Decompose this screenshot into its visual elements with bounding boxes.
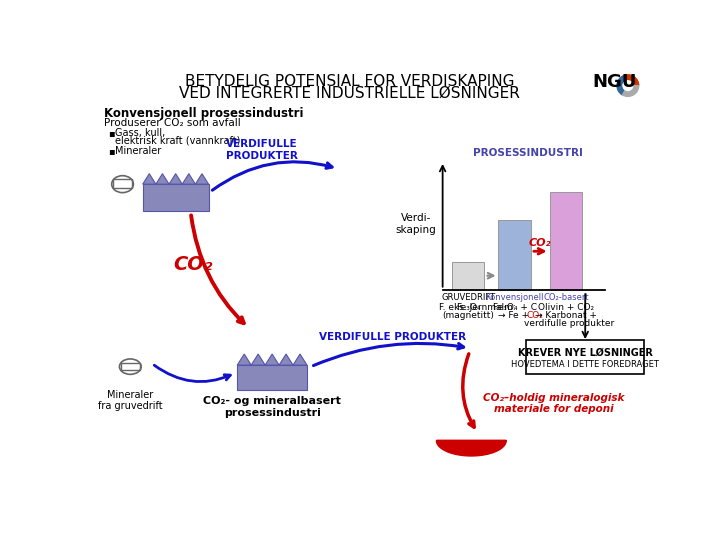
Polygon shape xyxy=(436,441,506,456)
Text: PROSESSINDUSTRI: PROSESSINDUSTRI xyxy=(473,148,582,158)
Text: Mineraler
fra gruvedrift: Mineraler fra gruvedrift xyxy=(98,390,163,411)
Text: CO₂-basert: CO₂-basert xyxy=(543,293,589,302)
Text: CO₂: CO₂ xyxy=(529,238,552,248)
Text: VERDIFULLE
PRODUKTER: VERDIFULLE PRODUKTER xyxy=(226,139,298,161)
Polygon shape xyxy=(182,174,195,184)
Text: CO₂: CO₂ xyxy=(526,311,543,320)
Bar xyxy=(143,184,209,211)
Text: Fe₃O₄: Fe₃O₄ xyxy=(456,303,480,313)
Text: (magnetitt): (magnetitt) xyxy=(442,311,494,320)
Text: VED INTEGRERTE INDUSTRIELLE LØSNINGER: VED INTEGRERTE INDUSTRIELLE LØSNINGER xyxy=(179,86,520,101)
Text: NGU: NGU xyxy=(593,73,636,91)
Text: HOVEDTEMA I DETTE FOREDRAGET: HOVEDTEMA I DETTE FOREDRAGET xyxy=(511,360,660,369)
Text: CO₂- og mineralbasert
prosessindustri: CO₂- og mineralbasert prosessindustri xyxy=(203,396,341,417)
Wedge shape xyxy=(617,76,628,95)
Polygon shape xyxy=(143,174,156,184)
Text: Konvensjonell: Konvensjonell xyxy=(485,293,544,302)
Wedge shape xyxy=(622,85,639,96)
Polygon shape xyxy=(156,174,169,184)
Text: CO₂–holdig mineralogisk
materiale for deponi: CO₂–holdig mineralogisk materiale for de… xyxy=(483,393,624,414)
Bar xyxy=(238,365,307,390)
Bar xyxy=(452,262,485,289)
Polygon shape xyxy=(169,174,182,184)
Text: → Fe +: → Fe + xyxy=(498,311,531,320)
Bar xyxy=(549,192,582,289)
Text: ▪: ▪ xyxy=(108,146,114,156)
Text: F. eks. Jernmalm:: F. eks. Jernmalm: xyxy=(438,303,516,313)
Text: ▪: ▪ xyxy=(108,127,114,138)
Polygon shape xyxy=(293,354,307,365)
Text: Olivin + CO₂: Olivin + CO₂ xyxy=(538,303,594,313)
Bar xyxy=(498,220,531,289)
Text: Konvensjonell prosessindustri: Konvensjonell prosessindustri xyxy=(104,107,303,120)
Bar xyxy=(113,179,132,188)
Text: → Karbonat +: → Karbonat + xyxy=(535,311,597,320)
Circle shape xyxy=(623,81,633,90)
Text: Produserer CO₂ som avfall: Produserer CO₂ som avfall xyxy=(104,118,240,129)
Polygon shape xyxy=(265,354,279,365)
Text: KREVER NYE LØSNINGER: KREVER NYE LØSNINGER xyxy=(518,348,652,358)
Polygon shape xyxy=(195,174,209,184)
Wedge shape xyxy=(622,75,639,85)
Text: Mineraler: Mineraler xyxy=(114,146,161,156)
Text: GRUVEDRIFT: GRUVEDRIFT xyxy=(441,293,495,302)
Text: CO₂: CO₂ xyxy=(174,255,213,274)
Text: VERDIFULLE PRODUKTER: VERDIFULLE PRODUKTER xyxy=(319,332,466,342)
Text: elektrisk kraft (vannkraft): elektrisk kraft (vannkraft) xyxy=(114,135,240,145)
Polygon shape xyxy=(279,354,293,365)
Text: Fe₃O₄ + C: Fe₃O₄ + C xyxy=(492,303,536,313)
Text: Verdi-
skaping: Verdi- skaping xyxy=(396,213,436,235)
Text: verdifulle produkter: verdifulle produkter xyxy=(524,319,614,328)
Polygon shape xyxy=(238,354,251,365)
Bar xyxy=(121,363,140,370)
FancyBboxPatch shape xyxy=(526,340,644,374)
Text: Gass, kull,: Gass, kull, xyxy=(114,127,165,138)
Text: BETYDELIG POTENSIAL FOR VERDISKAPING: BETYDELIG POTENSIAL FOR VERDISKAPING xyxy=(185,74,514,89)
Polygon shape xyxy=(251,354,265,365)
